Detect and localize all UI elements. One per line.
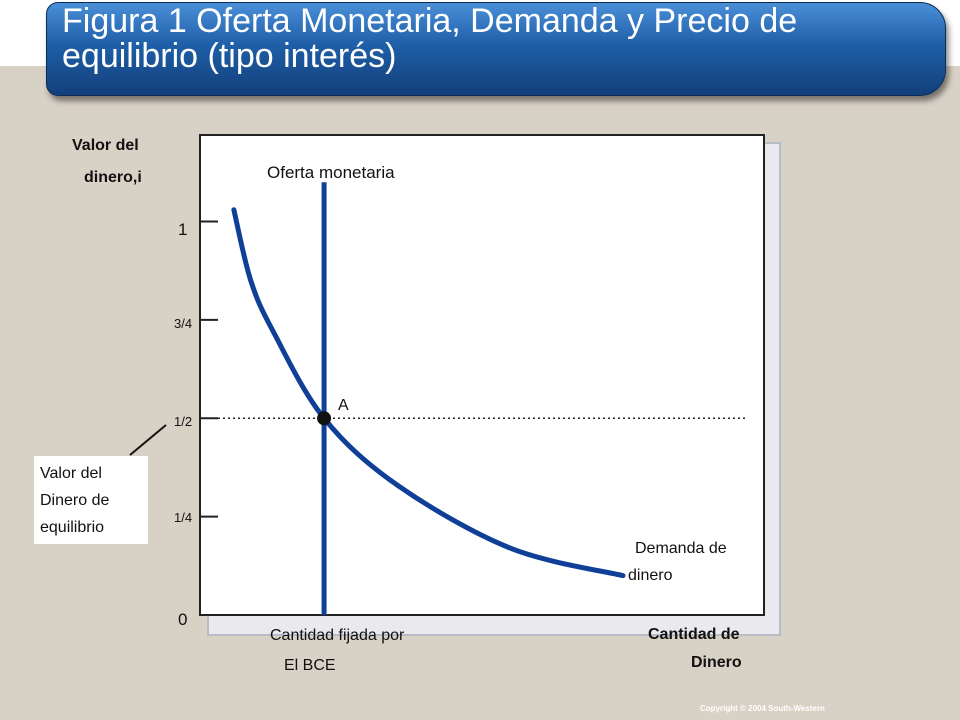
title-line-2: equilibrio (tipo interés): [62, 37, 397, 75]
copyright: Copyright © 2004 South-Western: [700, 704, 825, 713]
y-tick-label-0: 0: [178, 610, 188, 629]
y-ticks: [200, 220, 218, 518]
demand-series-label-line-1: Demanda de: [635, 540, 727, 557]
title-line-1: Figura 1 Oferta Monetaria, Demanda y Pre…: [62, 2, 798, 40]
y-tick-label-1-4: 1/4: [174, 510, 193, 525]
demand-curve: [231, 207, 626, 579]
equilibrium-callout-line-2: Dinero de: [40, 492, 110, 509]
y-axis-label-line-1: Valor del: [72, 137, 139, 154]
supply-note-line-1: Cantidad fijada por: [270, 627, 405, 644]
supply-series-label: Oferta monetaria: [267, 163, 395, 182]
equilibrium-callout: Valor del Dinero de equilibrio: [34, 456, 148, 544]
demand-series-label-line-2: dinero: [628, 567, 673, 584]
title-bar: [46, 2, 946, 96]
supply-note-line-2: El BCE: [284, 657, 336, 674]
y-tick-label-3-4: 3/4: [174, 316, 193, 331]
slide-title: Figura 1 Oferta Monetaria, Demanda y Pre…: [62, 4, 932, 74]
x-axis-label-line-2: Dinero: [691, 654, 742, 671]
equilibrium-callout-line-3: equilibrio: [40, 519, 105, 536]
equilibrium-point: [317, 411, 332, 426]
y-tick-label-1-2: 1/2: [174, 414, 193, 429]
callout-leader-line: [129, 424, 167, 456]
equilibrium-label: A: [338, 397, 349, 414]
equilibrium-callout-line-1: Valor del: [40, 465, 102, 482]
x-axis-label-line-1: Cantidad de: [648, 626, 740, 643]
y-axis-label-line-2: dinero,i: [84, 169, 142, 186]
y-tick-label-1: 1: [178, 220, 188, 239]
